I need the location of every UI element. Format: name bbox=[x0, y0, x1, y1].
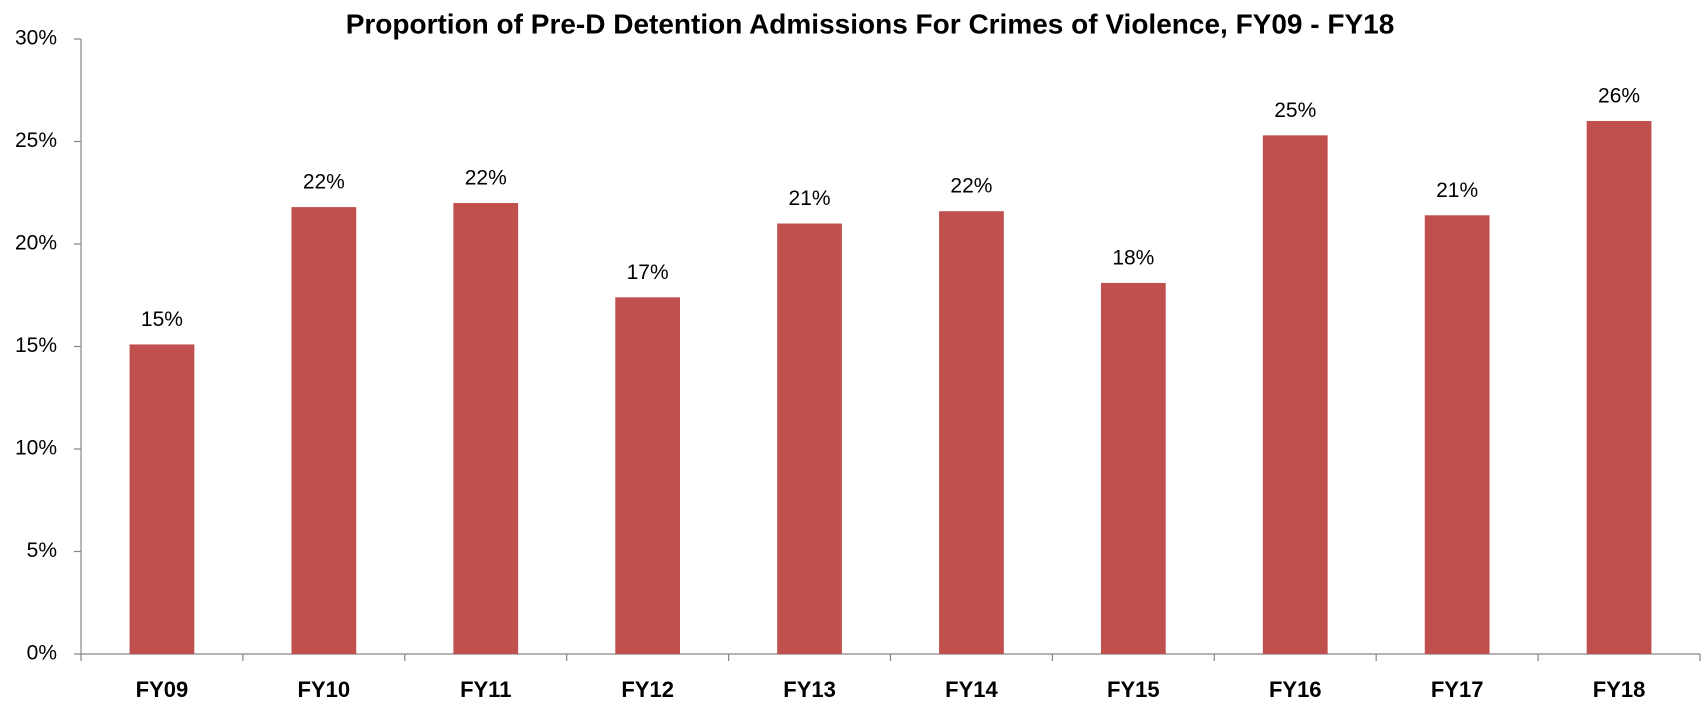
y-tick-label: 0% bbox=[27, 642, 57, 665]
data-label: 17% bbox=[627, 261, 669, 284]
data-label: 21% bbox=[789, 187, 831, 210]
bar bbox=[291, 207, 357, 654]
bar bbox=[1262, 135, 1328, 655]
x-tick-label: FY10 bbox=[298, 677, 351, 702]
x-tick-label: FY11 bbox=[460, 677, 511, 702]
bar bbox=[453, 203, 519, 654]
data-label: 26% bbox=[1598, 85, 1640, 108]
x-tick-label: FY14 bbox=[945, 677, 998, 702]
bar bbox=[1586, 121, 1652, 654]
bar bbox=[615, 297, 681, 654]
x-tick-label: FY13 bbox=[783, 677, 836, 702]
x-tick-label: FY15 bbox=[1107, 677, 1160, 702]
data-label: 25% bbox=[1274, 99, 1316, 122]
bar bbox=[129, 344, 195, 654]
bar bbox=[1424, 215, 1490, 655]
data-label: 22% bbox=[303, 171, 345, 194]
y-tick-label: 15% bbox=[15, 334, 57, 357]
y-tick-label: 20% bbox=[15, 232, 57, 255]
y-tick-label: 5% bbox=[27, 539, 57, 562]
y-tick-label: 30% bbox=[15, 27, 57, 50]
chart-title: Proportion of Pre-D Detention Admissions… bbox=[346, 8, 1395, 39]
y-tick-label: 10% bbox=[15, 437, 57, 460]
x-tick-label: FY12 bbox=[621, 677, 674, 702]
x-tick-label: FY09 bbox=[136, 677, 189, 702]
data-label: 22% bbox=[465, 167, 507, 190]
data-label: 18% bbox=[1112, 246, 1154, 269]
x-tick-label: FY18 bbox=[1593, 677, 1646, 702]
data-label: 21% bbox=[1436, 179, 1478, 202]
x-tick-label: FY16 bbox=[1269, 677, 1322, 702]
x-tick-label: FY17 bbox=[1431, 677, 1484, 702]
bar bbox=[1100, 282, 1166, 654]
data-label: 15% bbox=[141, 308, 183, 331]
data-label: 22% bbox=[950, 175, 992, 198]
y-tick-label: 25% bbox=[15, 129, 57, 152]
bar bbox=[939, 211, 1004, 654]
bar bbox=[777, 223, 842, 654]
